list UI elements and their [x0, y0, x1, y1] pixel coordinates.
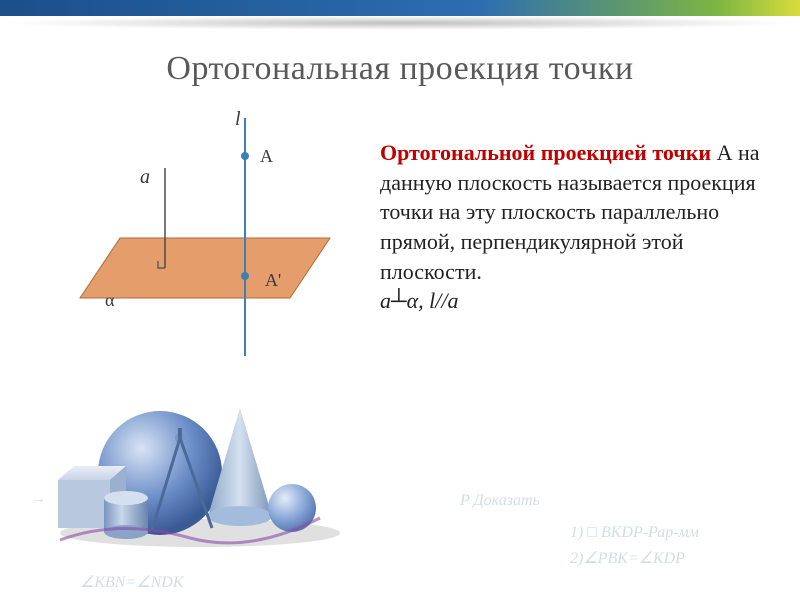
- plane-alpha: [80, 238, 330, 298]
- definition-term: Ортогональной проекцией точки: [380, 140, 711, 165]
- label-A-prime: A': [265, 270, 281, 291]
- content-area: l A a A' α Ортогональной проекцией точки…: [0, 98, 800, 528]
- point-A-prime: [241, 272, 249, 280]
- header-band: [0, 0, 800, 16]
- label-A: A: [260, 146, 273, 167]
- definition-formula: a┴α, l//a: [380, 288, 458, 313]
- cylinder: [104, 491, 148, 539]
- projection-diagram: l A a A' α: [40, 98, 340, 398]
- definition-text: Ортогональной проекцией точки А на данну…: [380, 138, 765, 316]
- chalk-5: 2)∠РВК=∠КDР: [570, 548, 685, 568]
- solids-svg: [40, 368, 360, 548]
- label-a: a: [140, 166, 150, 189]
- label-l: l: [235, 108, 241, 131]
- page-title: Ортогональная проекция точки: [0, 50, 800, 88]
- solids-illustration: [40, 368, 360, 548]
- point-A: [241, 152, 249, 160]
- label-alpha: α: [105, 290, 114, 311]
- chalk-2: ∠KBN=∠NDK: [80, 572, 184, 592]
- diagram-svg: [40, 98, 340, 358]
